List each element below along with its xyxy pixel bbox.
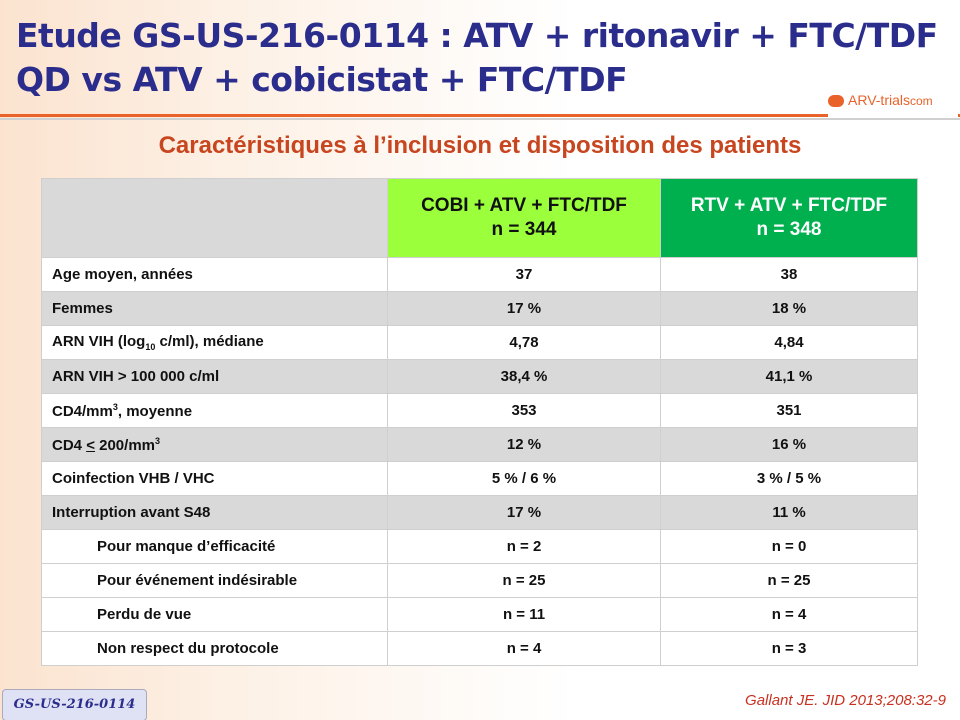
row-label: CD4 < 200/mm3	[41, 427, 388, 462]
rtv-value: 41,1 %	[660, 359, 918, 394]
row-label: Interruption avant S48	[41, 495, 388, 530]
rtv-value: 11 %	[660, 495, 918, 530]
table-row: Coinfection VHB / VHC 5 % / 6 % 3 % / 5 %	[41, 461, 918, 496]
subtitle: Caractéristiques à l’inclusion et dispos…	[158, 132, 802, 159]
row-label-text: ARN VIH (log	[52, 333, 146, 350]
column-name: COBI + ATV + FTC/TDF	[421, 195, 627, 216]
row-label: Perdu de vue	[41, 597, 388, 632]
row-label-text: , moyenne	[117, 402, 193, 420]
table-row: Age moyen, années 37 38	[41, 257, 918, 292]
rtv-value: n = 0	[660, 529, 918, 564]
row-label-text: Age moyen, années	[52, 266, 193, 283]
header-cobi: COBI + ATV + FTC/TDF n = 344	[387, 178, 661, 258]
title-line-2: QD vs ATV + cobicistat + FTC/TDF	[16, 60, 628, 99]
table-row: ARN VIH (log10 c/ml), médiane 4,78 4,84	[41, 325, 918, 360]
row-label-text: Perdu de vue	[97, 606, 192, 623]
table-row: CD4/mm3, moyenne 353 351	[41, 393, 918, 428]
logo-text: ARV-trials	[848, 92, 910, 108]
row-label-text: Pour événement indésirable	[97, 572, 298, 589]
cobi-value: n = 25	[387, 563, 661, 598]
study-badge: GS-US-216-0114	[2, 689, 147, 720]
cobi-value: 4,78	[387, 325, 661, 360]
cobi-value: n = 2	[387, 529, 661, 564]
superscript: 3	[112, 401, 118, 412]
row-label-text: Interruption avant S48	[52, 504, 211, 521]
column-n: n = 348	[756, 219, 822, 240]
row-label: ARN VIH > 100 000 c/ml	[41, 359, 388, 394]
row-label-text: ARN VIH > 100 000 c/ml	[52, 368, 220, 385]
cobi-value: 38,4 %	[387, 359, 661, 394]
cobi-value: 37	[387, 257, 661, 292]
cobi-value: 353	[387, 393, 661, 428]
table-row: ARN VIH > 100 000 c/ml 38,4 % 41,1 %	[41, 359, 918, 394]
cobi-value: 17 %	[387, 495, 661, 530]
row-label: ARN VIH (log10 c/ml), médiane	[41, 325, 388, 360]
divider	[0, 114, 960, 117]
row-label: Coinfection VHB / VHC	[41, 461, 388, 496]
rtv-value: 3 % / 5 %	[660, 461, 918, 496]
rtv-value: 4,84	[660, 325, 918, 360]
row-label: CD4/mm3, moyenne	[41, 393, 388, 428]
header-rtv: RTV + ATV + FTC/TDF n = 348	[660, 178, 918, 258]
cobi-value: 17 %	[387, 291, 661, 326]
row-label: Femmes	[41, 291, 388, 326]
reference: Gallant JE. JID 2013;208:32-9	[745, 692, 946, 709]
row-label: Pour événement indésirable	[41, 563, 388, 598]
row-label-text: Femmes	[52, 300, 113, 317]
subscript: 10	[145, 342, 156, 352]
table-row: Perdu de vue n = 11 n = 4	[41, 597, 918, 632]
rtv-value: 16 %	[660, 427, 918, 462]
row-label-text: CD4/mm	[52, 402, 113, 420]
logo: ARV-trialscom	[828, 92, 958, 118]
row-label-text: Pour manque d’efficacité	[97, 538, 276, 555]
characteristics-table: COBI + ATV + FTC/TDF n = 344 RTV + ATV + …	[41, 178, 918, 666]
rtv-value: 351	[660, 393, 918, 428]
divider	[0, 118, 960, 120]
table-row: Interruption avant S48 17 % 11 %	[41, 495, 918, 530]
row-label-text: Non respect du protocole	[97, 640, 279, 657]
cobi-value: 12 %	[387, 427, 661, 462]
logo-suffix: com	[909, 94, 933, 108]
cobi-value: n = 4	[387, 631, 661, 666]
header-blank	[41, 178, 388, 258]
row-label: Pour manque d’efficacité	[41, 529, 388, 564]
column-name: RTV + ATV + FTC/TDF	[690, 195, 888, 216]
superscript: 3	[155, 435, 161, 446]
page-title: Etude GS-US-216-0114 : ATV + ritonavir +…	[16, 14, 938, 102]
rtv-value: n = 3	[660, 631, 918, 666]
row-label-text: CD4	[52, 436, 87, 454]
table-header: COBI + ATV + FTC/TDF n = 344 RTV + ATV + …	[41, 178, 918, 258]
table-row: Femmes 17 % 18 %	[41, 291, 918, 326]
table-row: CD4 < 200/mm3 12 % 16 %	[41, 427, 918, 462]
row-label-text: Coinfection VHB / VHC	[52, 470, 215, 487]
rtv-value: 18 %	[660, 291, 918, 326]
rtv-value: n = 25	[660, 563, 918, 598]
pill-icon	[828, 95, 844, 108]
le-symbol: <	[86, 436, 95, 454]
table-row: Pour événement indésirable n = 25 n = 25	[41, 563, 918, 598]
row-label-text: 200/mm	[94, 436, 155, 454]
row-label: Age moyen, années	[41, 257, 388, 292]
rtv-value: 38	[660, 257, 918, 292]
cobi-value: 5 % / 6 %	[387, 461, 661, 496]
title-line-1: Etude GS-US-216-0114 : ATV + ritonavir +…	[16, 16, 938, 55]
cobi-value: n = 11	[387, 597, 661, 632]
column-n: n = 344	[491, 219, 557, 240]
row-label-text: c/ml), médiane	[155, 333, 264, 350]
rtv-value: n = 4	[660, 597, 918, 632]
row-label: Non respect du protocole	[41, 631, 388, 666]
